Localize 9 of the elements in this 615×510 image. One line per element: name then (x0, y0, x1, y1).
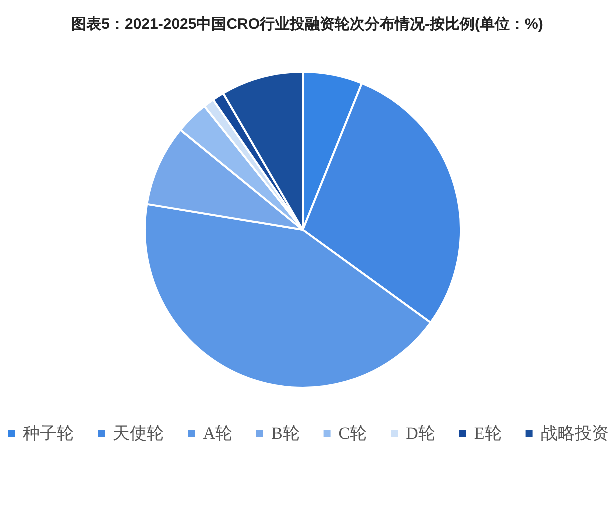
chart-title: 图表5：2021-2025中国CRO行业投融资轮次分布情况-按比例(单位：%) (72, 16, 544, 33)
legend-label: B轮 (271, 424, 300, 443)
legend-label: 种子轮 (23, 424, 74, 443)
legend-label: 战略投资 (540, 424, 609, 443)
legend-label: E轮 (474, 424, 502, 443)
legend-label: C轮 (338, 424, 368, 443)
legend-label: 天使轮 (113, 424, 164, 443)
legend-label: D轮 (406, 424, 436, 443)
legend-label: A轮 (203, 424, 232, 443)
